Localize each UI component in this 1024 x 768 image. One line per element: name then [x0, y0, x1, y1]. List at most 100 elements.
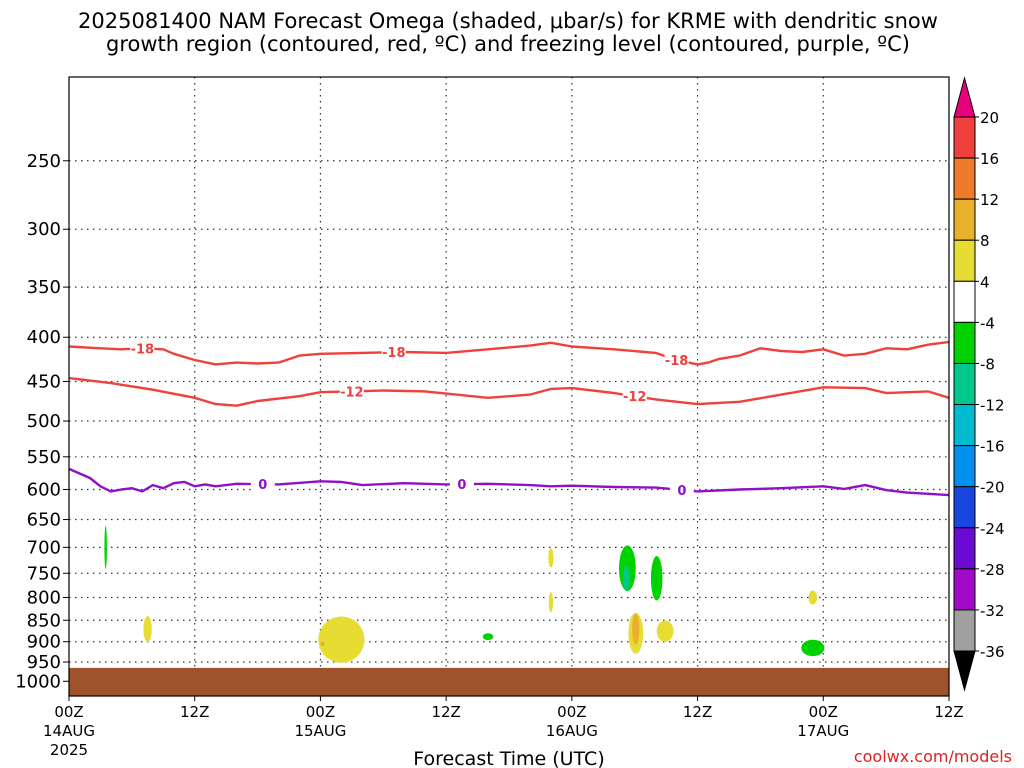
credit-link[interactable]: coolwx.com/models: [854, 747, 1012, 766]
contour-line-0: [68, 467, 950, 497]
colorbar-tick-label: 8: [980, 232, 990, 250]
x-tick-label: 00Z: [54, 703, 83, 721]
y-tick-label: 700: [27, 537, 61, 558]
contour-label-bg: [664, 352, 689, 369]
y-tick-label: 650: [27, 510, 61, 531]
contour-label: -18: [382, 346, 406, 361]
colorbar-bin: [953, 568, 976, 611]
contour-label-bg: [250, 476, 275, 493]
y-tick-label: 1000: [15, 671, 61, 692]
x-tick-label: 12Z: [683, 703, 712, 721]
colorbar-bin: [953, 280, 976, 323]
y-tick-label: 350: [27, 277, 61, 298]
x-tick-label: 12Z: [934, 703, 963, 721]
colorbar-bin: [953, 239, 976, 282]
terrain-area: [69, 667, 949, 696]
contour-label: -12: [623, 390, 647, 405]
colorbar-tick-label: 20: [980, 109, 999, 127]
omega-shade-region: [623, 565, 630, 591]
contour-line--18: [68, 340, 950, 366]
colorbar-legend: 20 16 12 8 4 -4 -8 -12 -16 -20 -24 -28 -32 -36: [953, 76, 1005, 692]
y-tick-label: 600: [27, 479, 61, 500]
colorbar-tick-label: -24: [980, 520, 1005, 538]
omega-shade-region: [320, 641, 325, 647]
grid-lines: [69, 77, 949, 696]
omega-shade-region: [632, 613, 640, 645]
contour-label-bg: [622, 388, 647, 405]
y-axis: 2503003504004505005506006507007508008509…: [15, 151, 69, 692]
y-tick-label: 900: [27, 632, 61, 653]
terrain-fill: [69, 667, 949, 696]
contour-label-bg: [130, 340, 155, 357]
colorbar-top-arrow: [953, 76, 976, 118]
omega-shade-region: [656, 620, 674, 642]
colorbar-tick-label: -28: [980, 561, 1005, 579]
y-tick-label: 950: [27, 652, 61, 673]
x-tick-label: 00Z: [557, 703, 586, 721]
colorbar-bin: [953, 116, 976, 159]
colorbar-bin: [953, 198, 976, 241]
contour-label: 0: [258, 478, 267, 493]
contour-label-bg: [381, 344, 406, 361]
omega-shade-region: [482, 633, 494, 641]
colorbar-bottom-arrow: [953, 650, 976, 692]
y-tick-label: 500: [27, 411, 61, 432]
contour-label: -18: [665, 354, 689, 369]
colorbar-bin: [953, 486, 976, 529]
omega-shade-region: [801, 639, 825, 657]
x-tick-label: 12Z: [180, 703, 209, 721]
x-tick-label: 00Z: [306, 703, 335, 721]
contour-lines: -18 -18 -18 -12 -12 0 0 0: [68, 340, 950, 499]
x-tick-year-label: 2025: [50, 741, 88, 759]
omega-shade-region: [104, 525, 107, 569]
colorbar-bin: [953, 609, 976, 652]
colorbar-tick-label: -8: [980, 355, 995, 373]
colorbar-tick-label: -20: [980, 479, 1005, 497]
x-tick-label: 00Z: [809, 703, 838, 721]
colorbar-bin: [953, 445, 976, 488]
omega-shade-region: [650, 555, 663, 601]
omega-shading: [104, 525, 825, 663]
omega-shade-region: [548, 548, 554, 568]
colorbar-bin: [953, 404, 976, 447]
chart-title-line-2: growth region (contoured, red, ºC) and f…: [106, 32, 910, 56]
colorbar-tick-label: -32: [980, 602, 1005, 620]
x-tick-date-label: 14AUG: [43, 722, 95, 740]
colorbar-bin: [953, 527, 976, 570]
contour-line--12: [68, 376, 950, 407]
contour-label: 0: [677, 484, 686, 499]
x-tick-label: 12Z: [431, 703, 460, 721]
y-tick-label: 750: [27, 563, 61, 584]
y-tick-label: 550: [27, 447, 61, 468]
y-tick-label: 800: [27, 587, 61, 608]
colorbar-bin: [953, 157, 976, 200]
colorbar-bin: [953, 362, 976, 406]
chart-title-line-1: 2025081400 NAM Forecast Omega (shaded, μ…: [78, 9, 938, 33]
colorbar-tick-label: 16: [980, 150, 999, 168]
contour-label: 0: [457, 478, 466, 493]
contour-label-bg: [339, 383, 364, 400]
contour-label: -12: [340, 385, 364, 400]
omega-shade-region: [318, 616, 365, 663]
y-tick-label: 400: [27, 327, 61, 348]
y-tick-label: 250: [27, 151, 61, 172]
omega-shade-region: [548, 591, 554, 613]
x-tick-date-label: 17AUG: [797, 722, 849, 740]
y-tick-label: 850: [27, 610, 61, 631]
colorbar-tick-label: 12: [980, 191, 999, 209]
y-tick-label: 450: [27, 371, 61, 392]
plot-frame: [68, 76, 950, 697]
contour-label: -18: [131, 342, 155, 357]
colorbar-tick-label: -16: [980, 438, 1005, 456]
omega-shade-region: [808, 590, 817, 605]
contour-label-bg: [669, 481, 694, 498]
x-tick-date-label: 15AUG: [294, 722, 346, 740]
colorbar-tick-label: 4: [980, 273, 990, 291]
omega-shade-region: [143, 616, 152, 642]
x-axis-title: Forecast Time (UTC): [413, 748, 604, 768]
colorbar-tick-label: -36: [980, 643, 1005, 661]
contour-label-bg: [449, 476, 474, 493]
y-tick-label: 300: [27, 219, 61, 240]
